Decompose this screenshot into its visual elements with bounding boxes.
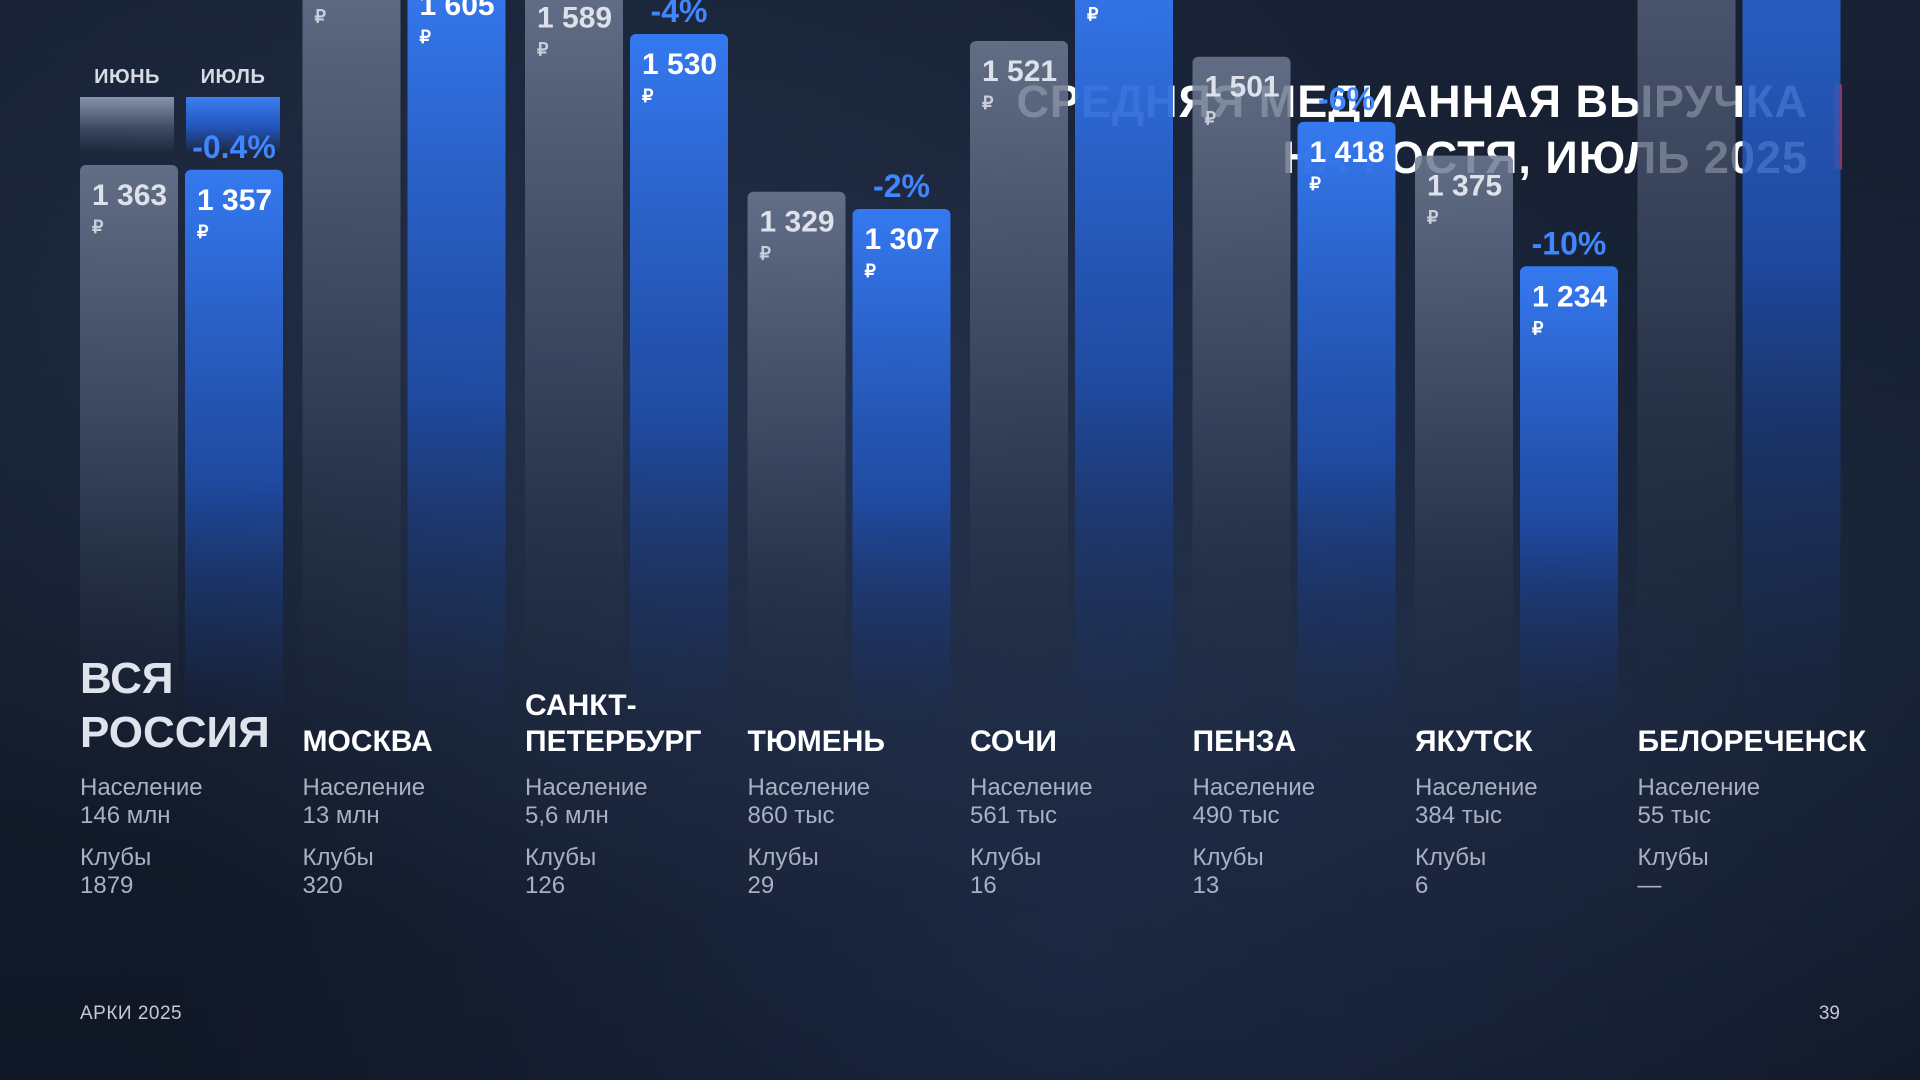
value-label-june: 1 329 — [760, 206, 835, 239]
bar-june — [1415, 155, 1513, 740]
value-label-june: 1 631 — [315, 0, 390, 2]
currency-label: ₽ — [1532, 318, 1544, 338]
legend-swatch-june — [80, 97, 174, 153]
value-label-july: 1 357 — [197, 184, 272, 217]
bar-july — [852, 209, 951, 740]
footer-brand: АРКИ 2025 — [80, 1003, 183, 1024]
value-label-june: 1 363 — [92, 179, 167, 212]
currency-label: ₽ — [1427, 208, 1439, 228]
bar-july — [185, 169, 283, 740]
value-label-june: 1 501 — [1205, 71, 1280, 104]
page-number: 39 — [1818, 1003, 1840, 1024]
value-label-june: 1 375 — [1427, 170, 1502, 203]
bar-july — [1742, 0, 1841, 740]
currency-label: ₽ — [1205, 109, 1217, 129]
value-label-july: 1 530 — [642, 48, 717, 81]
currency-label: ₽ — [92, 217, 104, 237]
value-label-june: 1 521 — [982, 55, 1057, 88]
value-label-july: 1 234 — [1532, 280, 1607, 313]
bar-june — [302, 0, 401, 740]
legend-item-july: ИЮЛЬ — [186, 66, 280, 153]
bar-july — [630, 33, 728, 740]
change-label: -0.4% — [192, 129, 276, 165]
currency-label: ₽ — [1087, 4, 1099, 24]
currency-label: ₽ — [865, 261, 877, 281]
currency-label: ₽ — [1310, 174, 1322, 194]
legend-label-july: ИЮЛЬ — [200, 66, 266, 88]
legend-swatch-july — [186, 97, 280, 153]
change-label: -4% — [651, 0, 708, 29]
currency-label: ₽ — [642, 86, 654, 106]
change-label: -6% — [1318, 81, 1375, 117]
bar-june — [970, 41, 1068, 740]
currency-label: ₽ — [197, 222, 209, 242]
chart-legend: ИЮНЬ ИЮЛЬ — [80, 66, 280, 153]
currency-label: ₽ — [982, 93, 994, 113]
bar-june — [525, 0, 623, 740]
bar-july — [1075, 0, 1173, 740]
change-label: -2% — [873, 168, 930, 204]
currency-label: ₽ — [420, 27, 432, 47]
currency-label: ₽ — [760, 244, 772, 264]
currency-label: ₽ — [315, 7, 327, 27]
bar-july — [1520, 266, 1618, 740]
currency-label: ₽ — [537, 40, 549, 60]
value-label-july: 1 418 — [1310, 136, 1385, 169]
value-label-july: 1 307 — [865, 223, 940, 256]
bar-july — [407, 0, 506, 740]
bar-july — [1297, 121, 1396, 741]
legend-label-june: ИЮНЬ — [94, 66, 160, 88]
value-label-july: 1 605 — [420, 0, 495, 22]
bar-june — [1637, 0, 1736, 740]
value-label-june: 1 589 — [537, 2, 612, 35]
bar-june — [80, 165, 178, 741]
legend-item-june: ИЮНЬ — [80, 66, 174, 153]
bar-june — [1192, 56, 1291, 740]
bar-june — [747, 191, 846, 741]
change-label: -10% — [1532, 225, 1607, 261]
